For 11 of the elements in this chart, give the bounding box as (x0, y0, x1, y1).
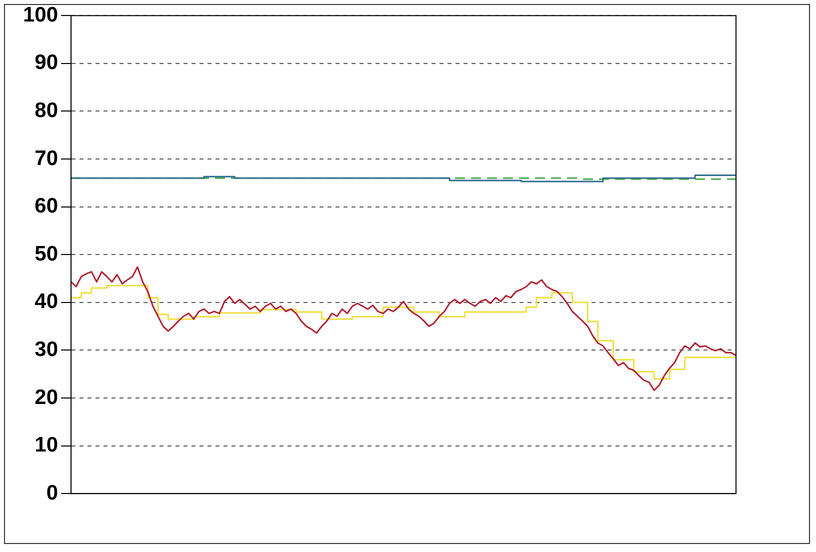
y-tick-label: 80 (34, 98, 58, 122)
y-tick-label: 90 (34, 51, 58, 74)
y-tick-label: 0 (46, 481, 58, 504)
y-tick-label: 50 (34, 242, 58, 266)
y-tick-label: 40 (34, 290, 58, 314)
y-tick-label: 100 (22, 3, 58, 26)
y-tick-label: 10 (34, 434, 58, 457)
y-tick-label: 20 (34, 386, 58, 409)
y-tick-label: 60 (34, 194, 58, 218)
y-tick-label: 30 (34, 338, 58, 361)
y-tick-label: 70 (34, 146, 58, 170)
